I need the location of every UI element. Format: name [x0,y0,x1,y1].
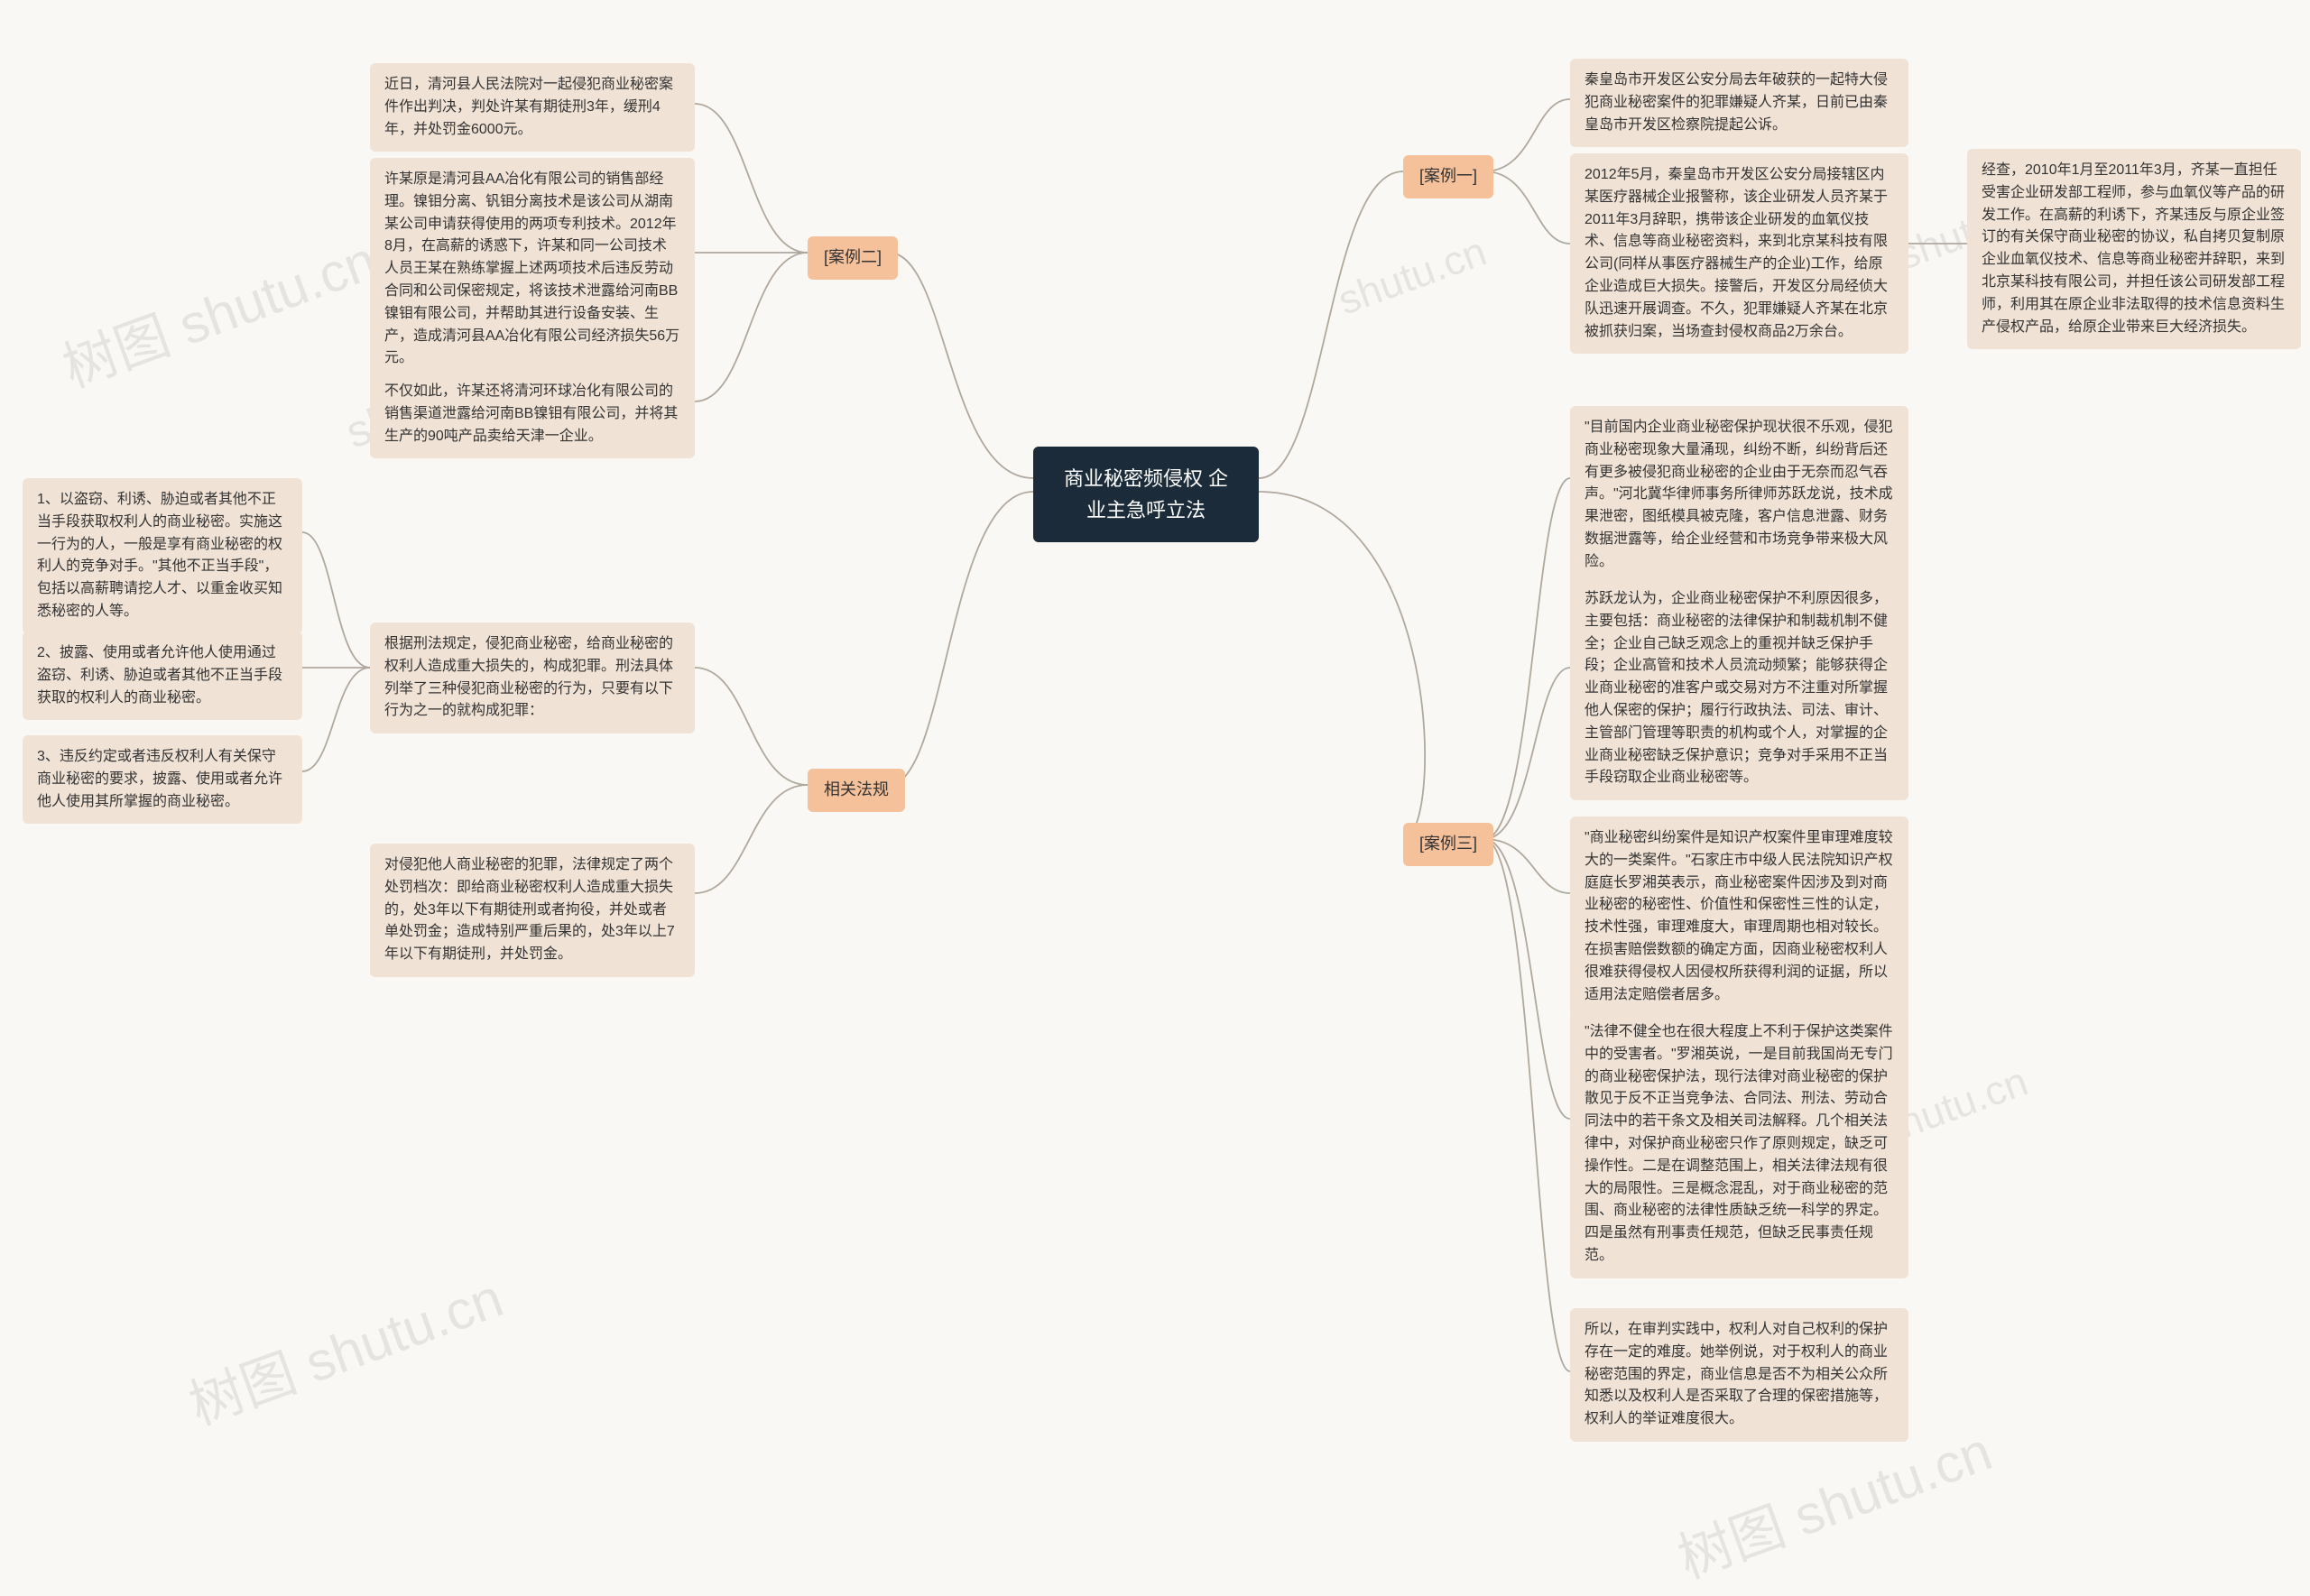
case1-leaf-1: 2012年5月，秦皇岛市开发区公安分局接辖区内某医疗器械企业报警称，该企业研发人… [1570,153,1908,354]
connector-lines [0,0,2310,1596]
case3-leaf-0: "目前国内企业商业秘密保护现状很不乐观，侵犯商业秘密现象大量涌现，纠纷不断，纠纷… [1570,406,1908,585]
branch-label: 相关法规 [824,780,889,798]
case3-leaf-1: 苏跃龙认为，企业商业秘密保护不利原因很多，主要包括：商业秘密的法律保护和制裁机制… [1570,577,1908,800]
branch-label: [案例三] [1419,835,1477,853]
laws-leaf-0: 根据刑法规定，侵犯商业秘密，给商业秘密的权利人造成重大损失的，构成犯罪。刑法具体… [370,623,695,733]
case2-leaf-1: 许某原是清河县AA冶化有限公司的销售部经理。镍钼分离、钒钼分离技术是该公司从湖南… [370,158,695,381]
branch-case2: [案例二] [808,236,898,280]
case3-leaf-2: "商业秘密纠纷案件是知识产权案件里审理难度较大的一类案件。"石家庄市中级人民法院… [1570,816,1908,1017]
case2-leaf-0: 近日，清河县人民法院对一起侵犯商业秘密案件作出判决，判处许某有期徒刑3年，缓刑4… [370,63,695,152]
branch-case1: [案例一] [1403,155,1493,198]
case2-leaf-2: 不仅如此，许某还将清河环球冶化有限公司的销售渠道泄露给河南BB镍钼有限公司，并将… [370,370,695,458]
laws-sub-0: 1、以盗窃、利诱、胁迫或者其他不正当手段获取权利人的商业秘密。实施这一行为的人，… [23,478,302,634]
branch-laws: 相关法规 [808,769,905,812]
watermark: 树图 shutu.cn [51,217,385,402]
branch-case3: [案例三] [1403,823,1493,866]
watermark: 树图 shutu.cn [177,1254,512,1440]
case3-leaf-4: 所以，在审判实践中，权利人对自己权利的保护存在一定的难度。她举例说，对于权利人的… [1570,1308,1908,1442]
center-node: 商业秘密频侵权 企业主急呼立法 [1033,447,1259,542]
case1-leaf-0: 秦皇岛市开发区公安分局去年破获的一起特大侵犯商业秘密案件的犯罪嫌疑人齐某，日前已… [1570,59,1908,147]
laws-sub-1: 2、披露、使用或者允许他人使用通过盗窃、利诱、胁迫或者其他不正当手段获取的权利人… [23,632,302,720]
branch-label: [案例一] [1419,167,1477,185]
laws-leaf-1: 对侵犯他人商业秘密的犯罪，法律规定了两个处罚档次：即给商业秘密权利人造成重大损失… [370,844,695,977]
center-title: 商业秘密频侵权 企业主急呼立法 [1064,467,1228,521]
branch-label: [案例二] [824,248,882,266]
watermark: shutu.cn [1332,227,1492,324]
case1-sub: 经查，2010年1月至2011年3月，齐某一直担任受害企业研发部工程师，参与血氧… [1967,149,2301,349]
laws-sub-2: 3、违反约定或者违反权利人有关保守商业秘密的要求，披露、使用或者允许他人使用其所… [23,735,302,824]
case3-leaf-3: "法律不健全也在很大程度上不利于保护这类案件中的受害者。"罗湘英说，一是目前我国… [1570,1010,1908,1278]
